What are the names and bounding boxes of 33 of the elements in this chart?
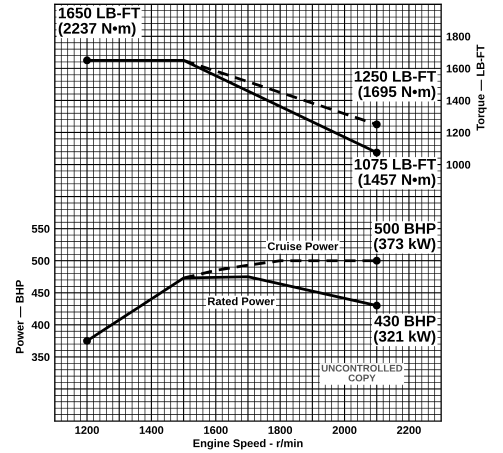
x-tick-label: 1400 bbox=[140, 426, 164, 434]
x-tick-label: 1800 bbox=[268, 426, 292, 434]
y-tick-label: 550 bbox=[32, 224, 50, 233]
annotation: Cruise Power bbox=[268, 242, 338, 250]
point bbox=[83, 336, 91, 345]
annotation: 500 BHP (373 kW) bbox=[374, 223, 436, 252]
x-axis-title: Engine Speed - r/min bbox=[193, 439, 303, 450]
annotation: 1650 LB-FT (2237 N•m) bbox=[58, 8, 140, 37]
point bbox=[372, 302, 381, 310]
y-tick-label: 400 bbox=[32, 321, 50, 329]
y-tick-label: 350 bbox=[32, 353, 50, 362]
x-tick-label: 1600 bbox=[204, 426, 228, 434]
y2-tick-label: 1400 bbox=[446, 96, 470, 105]
y-tick-label: 450 bbox=[32, 289, 50, 297]
x-tick-label: 2200 bbox=[396, 426, 421, 434]
x-tick-label: 2000 bbox=[332, 426, 356, 434]
x-tick-label: 1200 bbox=[75, 426, 99, 434]
y2-tick-label: 1200 bbox=[446, 128, 470, 137]
point bbox=[372, 120, 381, 128]
point bbox=[83, 56, 91, 64]
annotation: 1075 LB-FT (1457 N•m) bbox=[354, 158, 436, 188]
y-axis-title: Power — BHP bbox=[16, 280, 24, 354]
annotation: Rated Power bbox=[208, 297, 275, 306]
annotation: UNCONTROLLED COPY bbox=[322, 364, 402, 382]
y2-axis-title: Torque — LB-FT bbox=[476, 44, 487, 131]
y2-tick-label: 1800 bbox=[446, 32, 470, 40]
point bbox=[372, 148, 381, 156]
y-tick-label: 500 bbox=[32, 256, 50, 265]
y2-tick-label: 1600 bbox=[446, 64, 470, 73]
y2-tick-label: 1000 bbox=[446, 160, 470, 169]
annotation: 430 BHP (321 kW) bbox=[374, 316, 436, 345]
point bbox=[372, 256, 381, 265]
annotation: 1250 LB-FT (1695 N•m) bbox=[354, 70, 436, 100]
